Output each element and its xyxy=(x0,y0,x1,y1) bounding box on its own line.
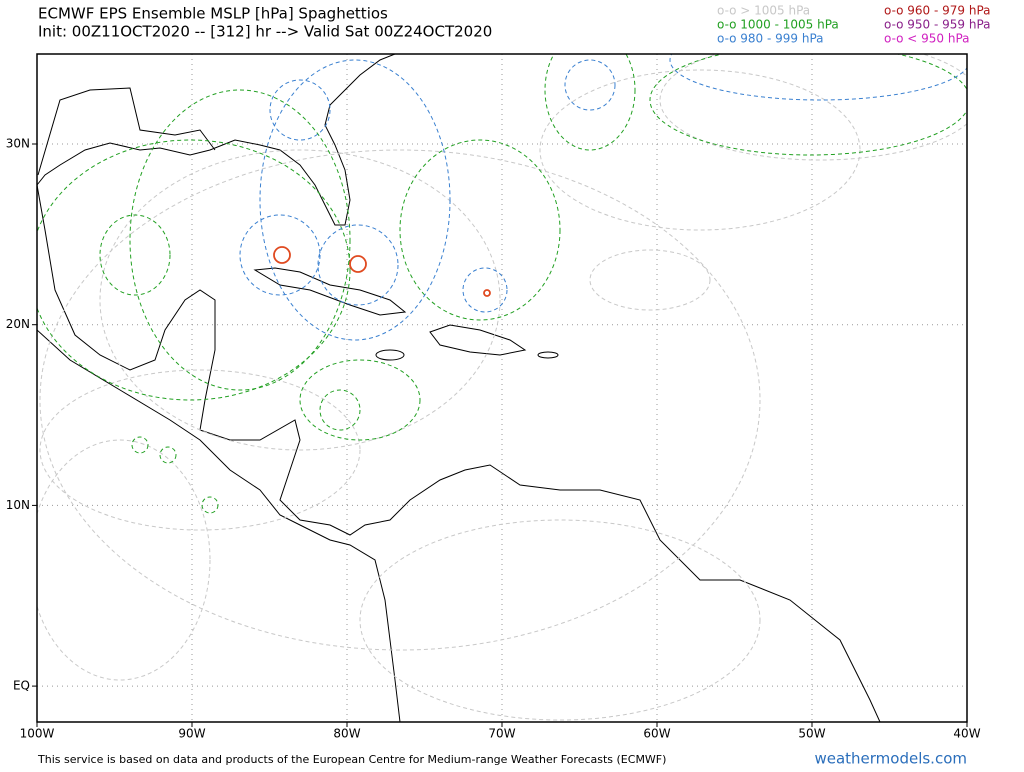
contour xyxy=(483,289,491,297)
contour xyxy=(544,54,636,151)
legend-entry: o-o 980 - 999 hPa xyxy=(717,32,824,46)
footer-notice: This service is based on data and produc… xyxy=(37,753,666,766)
contour xyxy=(269,79,331,141)
contour xyxy=(99,214,171,296)
legend-entry: o-o < 950 hPa xyxy=(884,32,970,46)
legend-entry: o-o 950 - 959 hPa xyxy=(884,18,991,32)
contour xyxy=(129,89,351,391)
contour xyxy=(273,246,291,264)
contour xyxy=(319,389,361,431)
title: ECMWF EPS Ensemble MSLP [hPa] Spaghettio… xyxy=(38,5,388,23)
contour xyxy=(131,436,149,454)
contour xyxy=(299,359,421,441)
lon-label: 40W xyxy=(953,727,980,741)
contours xyxy=(37,54,967,721)
contour xyxy=(99,149,501,451)
island xyxy=(429,324,527,356)
island xyxy=(375,349,405,361)
contour xyxy=(317,224,399,306)
coastline xyxy=(37,329,401,722)
legend-entry: o-o 1000 - 1005 hPa xyxy=(717,18,839,32)
contour xyxy=(564,59,616,111)
legend-entry: o-o 960 - 979 hPa xyxy=(884,4,991,18)
brand: weathermodels.com xyxy=(814,750,967,768)
contour xyxy=(39,149,761,651)
contour xyxy=(239,214,321,296)
island xyxy=(537,351,559,359)
contour xyxy=(259,59,451,341)
contour xyxy=(649,54,967,156)
coastline xyxy=(37,54,396,226)
coastline xyxy=(37,184,881,722)
contour xyxy=(37,439,211,681)
lon-label: 100W xyxy=(20,727,55,741)
contour xyxy=(201,496,219,514)
coastline xyxy=(37,87,216,176)
axes: 100W 90W 80W 70W 60W 50W 40W 30N 20N 10N EQ xyxy=(6,137,981,741)
subtitle: Init: 00Z11OCT2020 -- [312] hr --> Valid… xyxy=(38,23,492,41)
contour xyxy=(159,446,177,464)
lat-label: 10N xyxy=(6,498,30,512)
map-area xyxy=(37,54,967,722)
contour xyxy=(462,267,508,313)
legend-entry: o-o > 1005 hPa xyxy=(717,4,810,18)
graticule xyxy=(37,54,967,722)
lat-label: 20N xyxy=(6,317,30,331)
contour xyxy=(39,369,361,531)
contour xyxy=(399,139,561,321)
lon-label: 90W xyxy=(178,727,205,741)
contour xyxy=(349,255,367,273)
coastlines xyxy=(37,54,881,722)
lat-label: 30N xyxy=(6,137,30,151)
lat-label: EQ xyxy=(13,679,30,693)
lon-label: 80W xyxy=(333,727,360,741)
contour xyxy=(539,69,861,231)
contour xyxy=(589,249,711,311)
contour xyxy=(669,54,967,101)
lon-label: 50W xyxy=(798,727,825,741)
contour xyxy=(37,139,351,401)
contour xyxy=(359,519,761,721)
lon-label: 70W xyxy=(488,727,515,741)
island xyxy=(253,267,407,316)
lon-label: 60W xyxy=(643,727,670,741)
